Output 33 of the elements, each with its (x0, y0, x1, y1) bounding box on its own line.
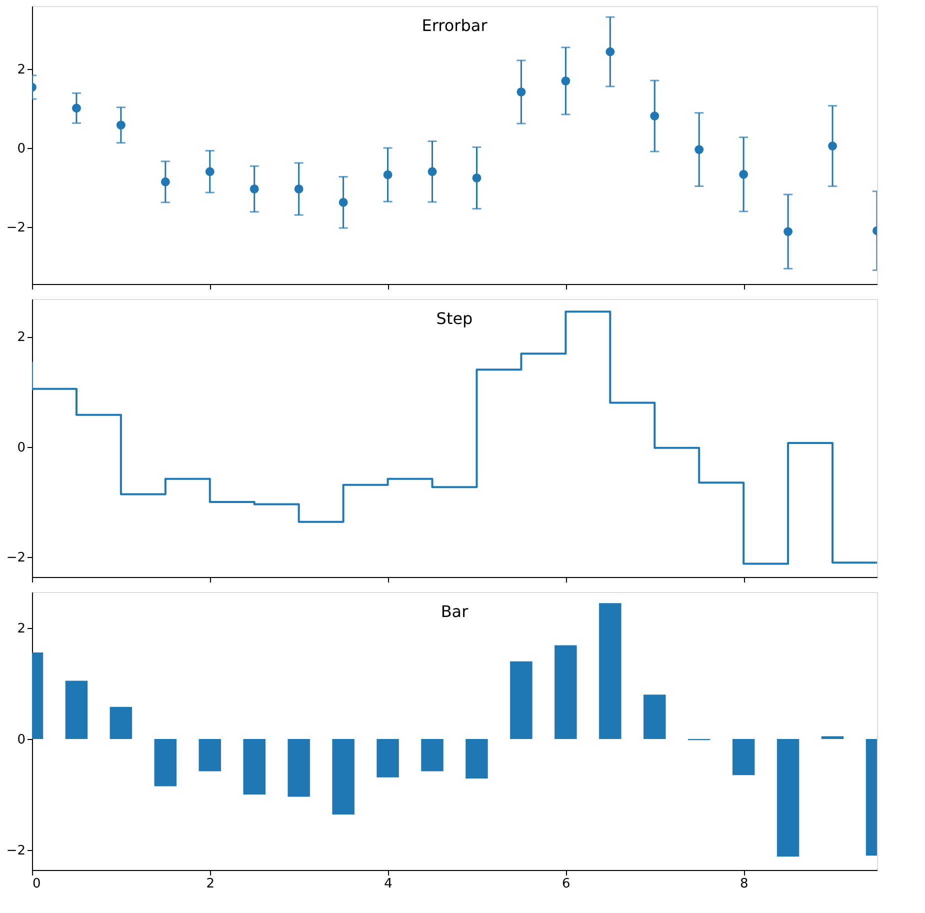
y-tick-label: 0 (17, 440, 26, 456)
bar (332, 739, 354, 815)
text: Bar (440, 602, 469, 621)
bar (510, 661, 532, 740)
x-tick-label: 2 (206, 876, 215, 892)
bar (599, 603, 622, 740)
bar (110, 706, 132, 740)
bar (732, 739, 755, 776)
x-tick-label: 8 (740, 876, 748, 892)
bar (421, 739, 444, 772)
y-tick-label: 2 (17, 330, 26, 346)
bar (198, 739, 222, 772)
bar (376, 739, 399, 778)
bar (154, 739, 177, 786)
y-tick-label: −2 (6, 220, 26, 236)
x-tick-label: 4 (384, 876, 392, 892)
bar (65, 680, 88, 740)
bar (776, 739, 800, 857)
y-tick-label: 2 (17, 62, 26, 78)
bar (288, 739, 310, 797)
y-tick-label: 2 (17, 622, 26, 637)
y-tick-label: −2 (6, 550, 26, 566)
bar (554, 645, 577, 740)
bar (644, 694, 666, 740)
bar (243, 739, 266, 795)
text: Step (436, 309, 473, 328)
x-tick-label: 6 (562, 876, 570, 892)
y-tick-label: −2 (6, 844, 26, 859)
y-tick-label: 0 (17, 732, 26, 748)
text: Errorbar (422, 16, 488, 35)
bar (466, 739, 488, 778)
x-tick-label: 0 (32, 876, 41, 892)
y-tick-label: 0 (17, 141, 26, 156)
